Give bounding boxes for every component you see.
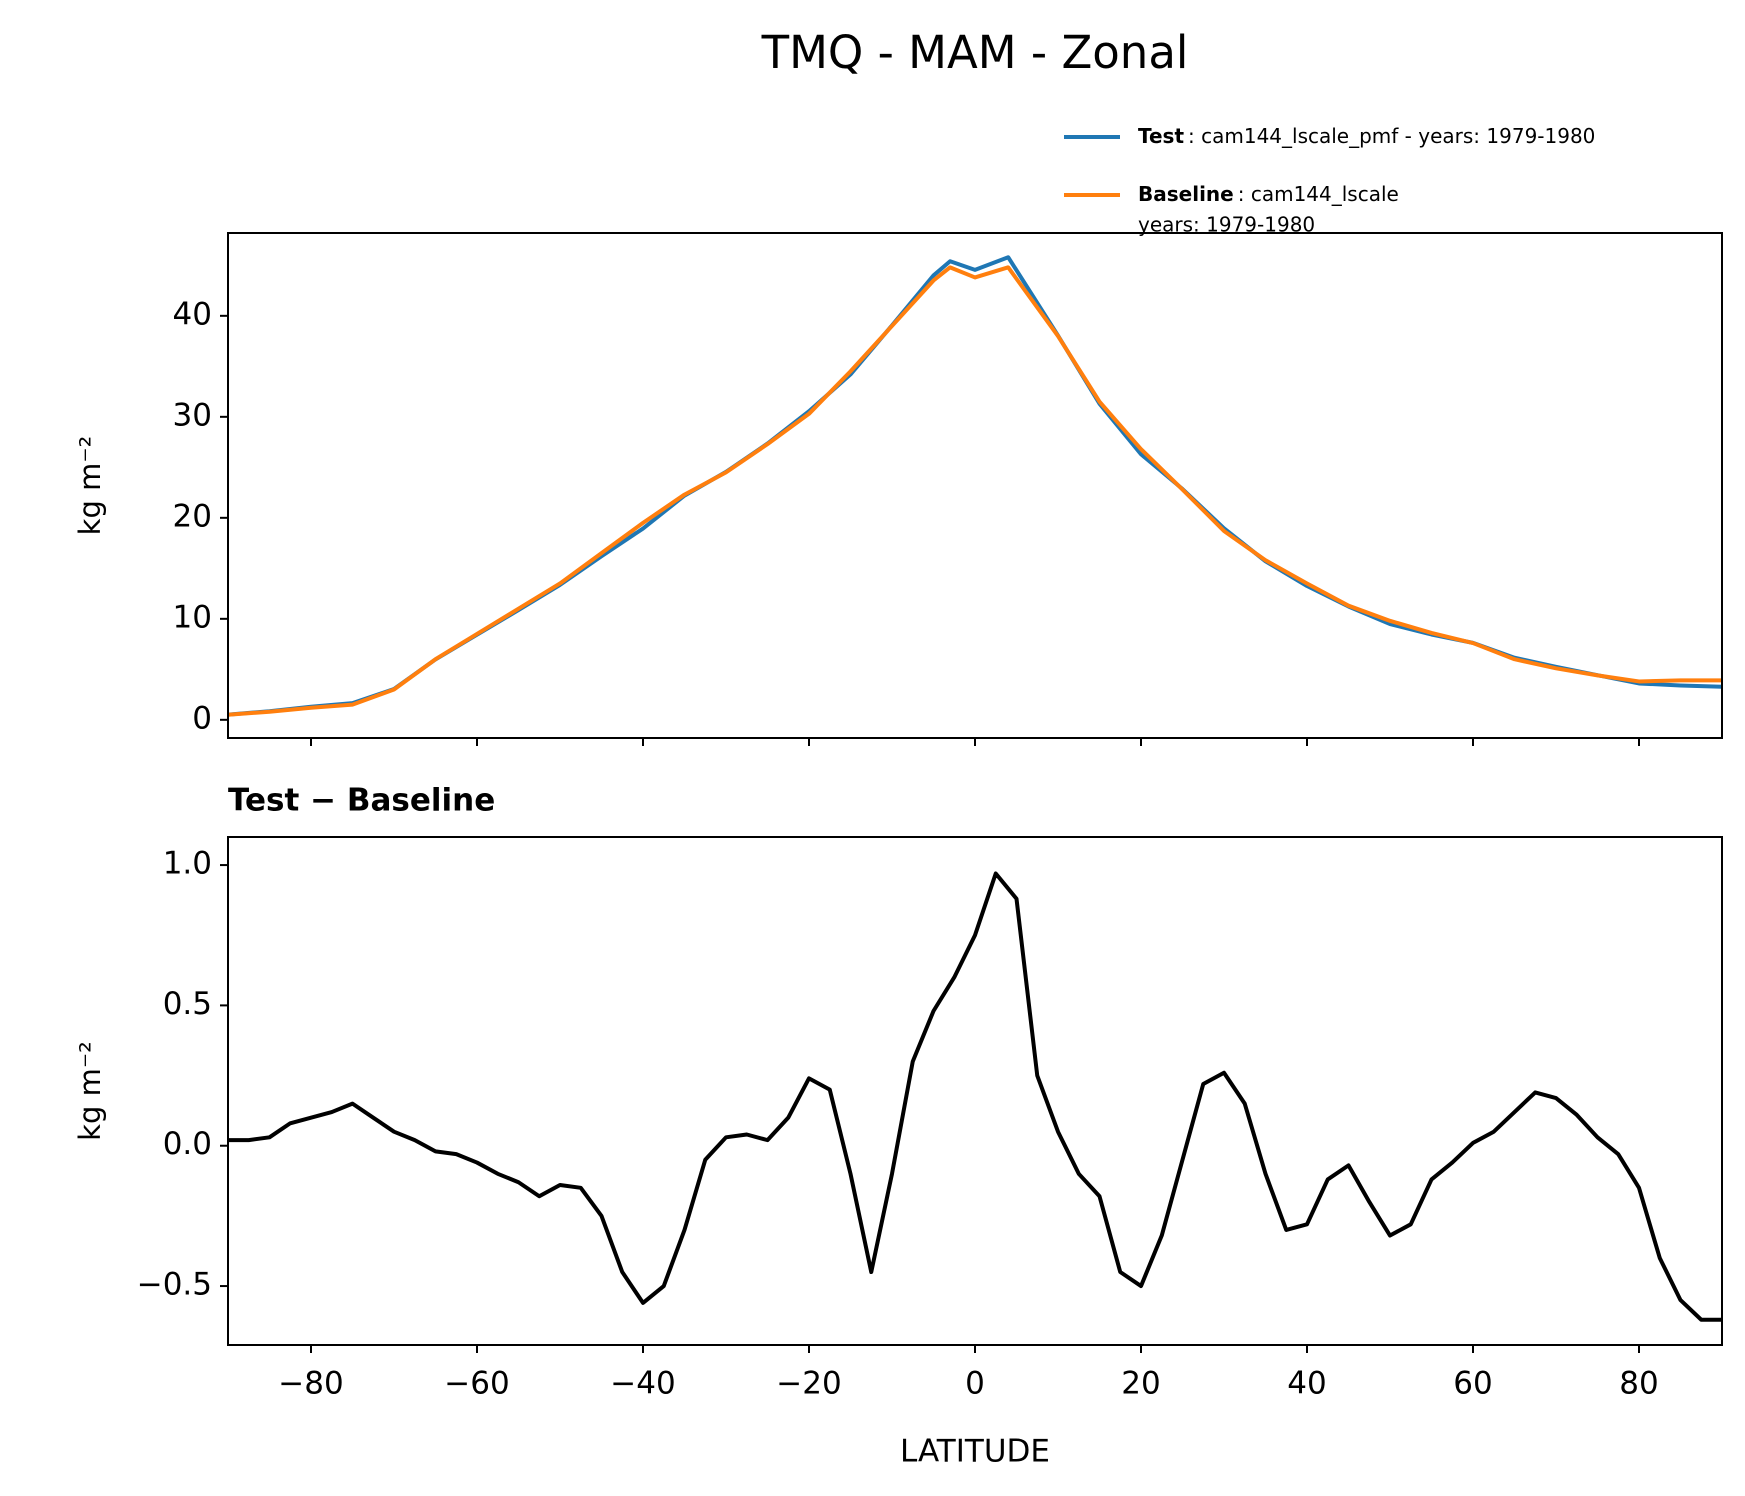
y-tick-label: 30 (173, 397, 212, 433)
y-tick-label: 10 (173, 599, 212, 635)
y-tick-label: 20 (173, 498, 212, 534)
x-tick-label: −60 (444, 1366, 509, 1402)
x-axis-label: LATITUDE (900, 1434, 1050, 1470)
legend-name: Test (1138, 124, 1184, 148)
legend-description: : cam144_lscale (1238, 182, 1399, 206)
legend-description: years: 1979-1980 (1138, 213, 1315, 237)
x-tick-label: −20 (776, 1366, 841, 1402)
x-tick-label: −80 (278, 1366, 343, 1402)
x-tick-label: 20 (1121, 1366, 1160, 1402)
legend-label: Baseline: cam144_lscale (1138, 182, 1399, 206)
x-tick-label: 80 (1619, 1366, 1658, 1402)
legend-label: Test: cam144_lscale_pmf - years: 1979-19… (1138, 124, 1595, 148)
y-tick-label: 0 (192, 700, 212, 736)
legend-description: : cam144_lscale_pmf - years: 1979-1980 (1188, 124, 1595, 148)
x-tick-label: 0 (965, 1366, 985, 1402)
y-tick-label: −0.5 (137, 1267, 212, 1303)
legend-name: Baseline (1138, 182, 1234, 206)
data-line (228, 871, 1722, 1322)
y-axis-label: kg m⁻² (73, 1041, 107, 1141)
x-tick-label: 60 (1453, 1366, 1492, 1402)
y-tick-label: 0.0 (163, 1126, 212, 1162)
y-tick-label: 40 (173, 296, 212, 332)
subplot-title: Test − Baseline (228, 783, 495, 819)
y-axis-label: kg m⁻² (73, 436, 107, 536)
figure-title: TMQ - MAM - Zonal (761, 26, 1189, 79)
x-tick-label: −40 (610, 1366, 675, 1402)
x-tick-label: 40 (1287, 1366, 1326, 1402)
y-tick-label: 1.0 (163, 846, 212, 882)
y-tick-label: 0.5 (163, 986, 212, 1022)
data-line (228, 265, 1722, 717)
